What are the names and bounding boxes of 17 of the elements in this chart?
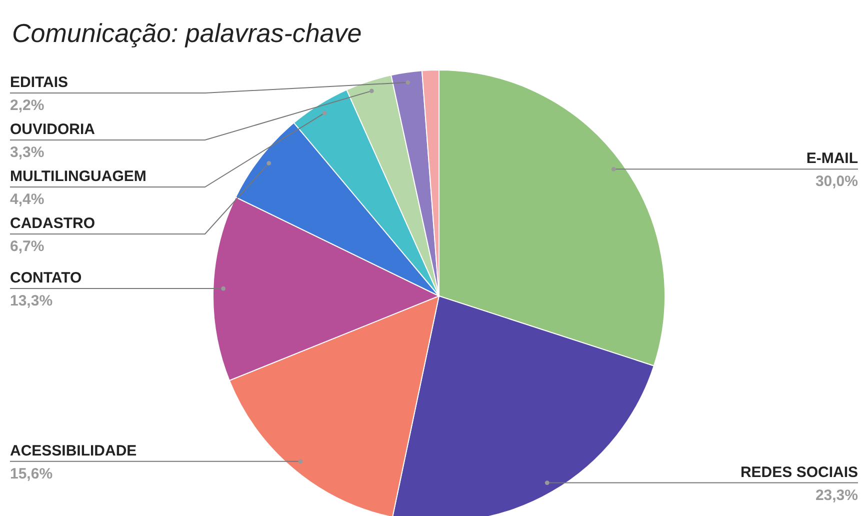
slice-label: REDES SOCIAIS <box>740 464 858 481</box>
data-label: 4,4% <box>10 191 44 208</box>
data-label: 6,7% <box>10 238 44 255</box>
slice-label: EDITAIS <box>10 74 68 91</box>
slice-label: CADASTRO <box>10 215 96 232</box>
data-label: 2,2% <box>10 97 44 114</box>
slice-label: MULTILINGUAGEM <box>10 168 146 185</box>
chart-title: Comunicação: palavras-chave <box>12 18 362 48</box>
data-label: 15,6% <box>10 465 53 482</box>
data-label: 13,3% <box>10 292 53 310</box>
slice-label: ACESSIBILIDADE <box>10 442 137 460</box>
slice-label: CONTATO <box>10 270 82 287</box>
data-label: 23,3% <box>815 486 858 504</box>
slice-label: OUVIDORIA <box>10 121 96 138</box>
data-label: 3,3% <box>10 144 44 161</box>
data-label: 30,0% <box>815 173 858 190</box>
slice-label: E-MAIL <box>806 150 858 168</box>
